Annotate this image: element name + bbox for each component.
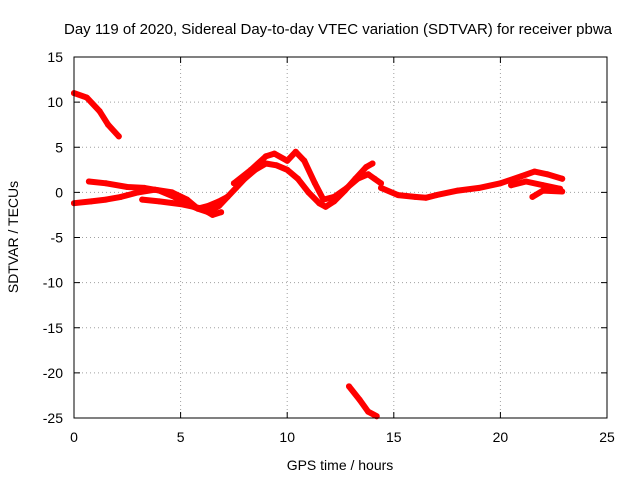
data-point: [198, 205, 205, 212]
data-point: [559, 188, 566, 195]
y-tick-label: -15: [43, 320, 63, 336]
data-point: [177, 201, 184, 208]
x-tick-label: 5: [177, 429, 185, 445]
trace-segment-9: [346, 383, 380, 420]
x-tick-label: 10: [279, 429, 295, 445]
y-tick-label: -5: [51, 230, 64, 246]
data-point: [156, 187, 163, 194]
data-point: [294, 175, 301, 182]
data-point: [497, 180, 504, 187]
data-point: [508, 182, 515, 189]
data-point: [476, 184, 483, 191]
x-tick-label: 20: [493, 429, 509, 445]
y-tick-label: -20: [43, 365, 63, 381]
data-point: [540, 182, 546, 189]
data-point: [230, 180, 237, 187]
data-point: [105, 121, 112, 128]
data-point: [320, 196, 327, 203]
data-point: [395, 192, 402, 199]
data-point: [85, 178, 92, 185]
y-tick-label: 0: [55, 184, 63, 200]
data-point: [271, 150, 278, 157]
data-point: [96, 108, 103, 115]
data-point: [311, 180, 318, 187]
data-point: [559, 175, 566, 182]
data-point: [273, 162, 280, 169]
data-point: [156, 198, 163, 205]
data-point: [115, 133, 122, 140]
data-point: [135, 189, 141, 196]
data-point: [88, 198, 95, 205]
data-point: [248, 166, 254, 173]
data-point: [322, 203, 329, 210]
data-point: [141, 184, 148, 191]
trace-segment-1: [71, 90, 122, 140]
data-point: [343, 184, 350, 191]
data-point: [205, 202, 212, 209]
data-point: [103, 180, 109, 187]
data-point: [356, 396, 363, 403]
data-point: [422, 194, 429, 201]
x-axis-label: GPS time / hours: [287, 457, 394, 473]
data-point: [371, 175, 378, 182]
data-point: [365, 408, 372, 415]
data-point: [378, 180, 384, 187]
y-tick-label: 5: [55, 139, 63, 155]
data-point: [216, 198, 222, 205]
data-point: [523, 178, 529, 185]
data-point: [454, 187, 461, 194]
chart-title: Day 119 of 2020, Sidereal Day-to-day VTE…: [64, 21, 613, 38]
data-point: [518, 173, 525, 180]
data-point: [292, 148, 299, 155]
data-point: [262, 160, 269, 167]
data-point: [354, 175, 361, 182]
data-point: [124, 184, 131, 190]
data-point: [369, 160, 376, 167]
y-tick-label: 15: [47, 49, 63, 65]
x-tick-label: 15: [386, 429, 402, 445]
data-point: [529, 193, 536, 200]
data-point: [218, 209, 225, 216]
data-point: [209, 211, 216, 218]
data-point: [363, 164, 370, 171]
tick-labels: 0 5 10 15 20 25 -25 -20 -15 -10 -5 0 5 10 15: [43, 49, 615, 445]
data-point: [233, 184, 239, 191]
data-point: [316, 200, 323, 207]
data-point: [540, 187, 546, 194]
data-point: [139, 196, 146, 203]
x-tick-label: 25: [599, 429, 615, 445]
data-point: [531, 168, 538, 175]
data-point: [224, 193, 231, 200]
y-tick-label: 10: [47, 94, 63, 110]
data-point: [331, 193, 338, 200]
x-tick-label: 0: [70, 429, 78, 445]
data-point: [171, 193, 178, 200]
plot-frame: [73, 56, 608, 419]
y-tick-label: -25: [43, 410, 63, 426]
data-point: [412, 193, 419, 200]
data-point: [301, 157, 308, 164]
data-point: [284, 157, 291, 164]
data-point: [262, 153, 269, 160]
data-traces: [71, 90, 566, 420]
data-point: [305, 189, 312, 196]
grid: [74, 57, 607, 418]
data-point: [83, 94, 90, 101]
data-point: [346, 383, 352, 390]
trace-segment-7: [508, 178, 564, 192]
y-axis-label: SDTVAR / TECUs: [5, 181, 21, 293]
data-point: [544, 171, 551, 178]
data-point: [284, 166, 291, 173]
y-tick-label: -10: [43, 275, 63, 291]
trace-segment-8: [529, 187, 566, 200]
data-point: [117, 193, 124, 200]
data-point: [378, 184, 384, 191]
data-point: [433, 192, 440, 199]
data-point: [103, 196, 109, 203]
data-point: [365, 171, 372, 178]
